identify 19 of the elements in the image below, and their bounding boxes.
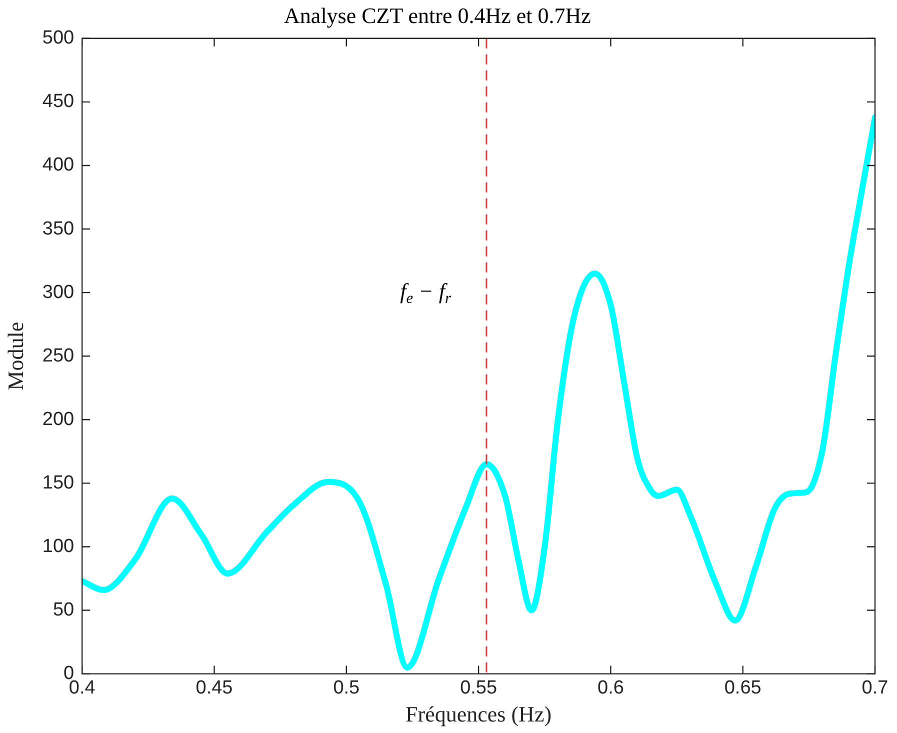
y-tick-label: 200 <box>42 408 74 430</box>
y-axis-title: Module <box>2 322 28 390</box>
x-tick-label: 0.45 <box>196 677 233 698</box>
x-tick-label: 0.7 <box>862 677 888 698</box>
chart-title: Analyse CZT entre 0.4Hz et 0.7Hz <box>284 2 592 28</box>
y-tick-label: 50 <box>52 599 74 620</box>
y-tick-label: 500 <box>42 28 74 49</box>
x-tick-label: 0.55 <box>460 677 498 698</box>
y-tick-label: 300 <box>42 282 74 303</box>
y-tick-label: 250 <box>42 345 74 366</box>
x-tick-label: 0.65 <box>724 677 762 698</box>
y-tick-label: 450 <box>42 91 74 112</box>
y-tick-label: 350 <box>42 218 74 240</box>
x-axis-title: Fréquences (Hz) <box>406 702 552 727</box>
y-tick-label: 100 <box>42 536 74 557</box>
x-tick-label: 0.6 <box>597 677 624 698</box>
x-tick-label: 0.5 <box>333 677 360 698</box>
y-tick-label: 150 <box>42 472 74 494</box>
y-tick-label: 400 <box>42 154 74 176</box>
